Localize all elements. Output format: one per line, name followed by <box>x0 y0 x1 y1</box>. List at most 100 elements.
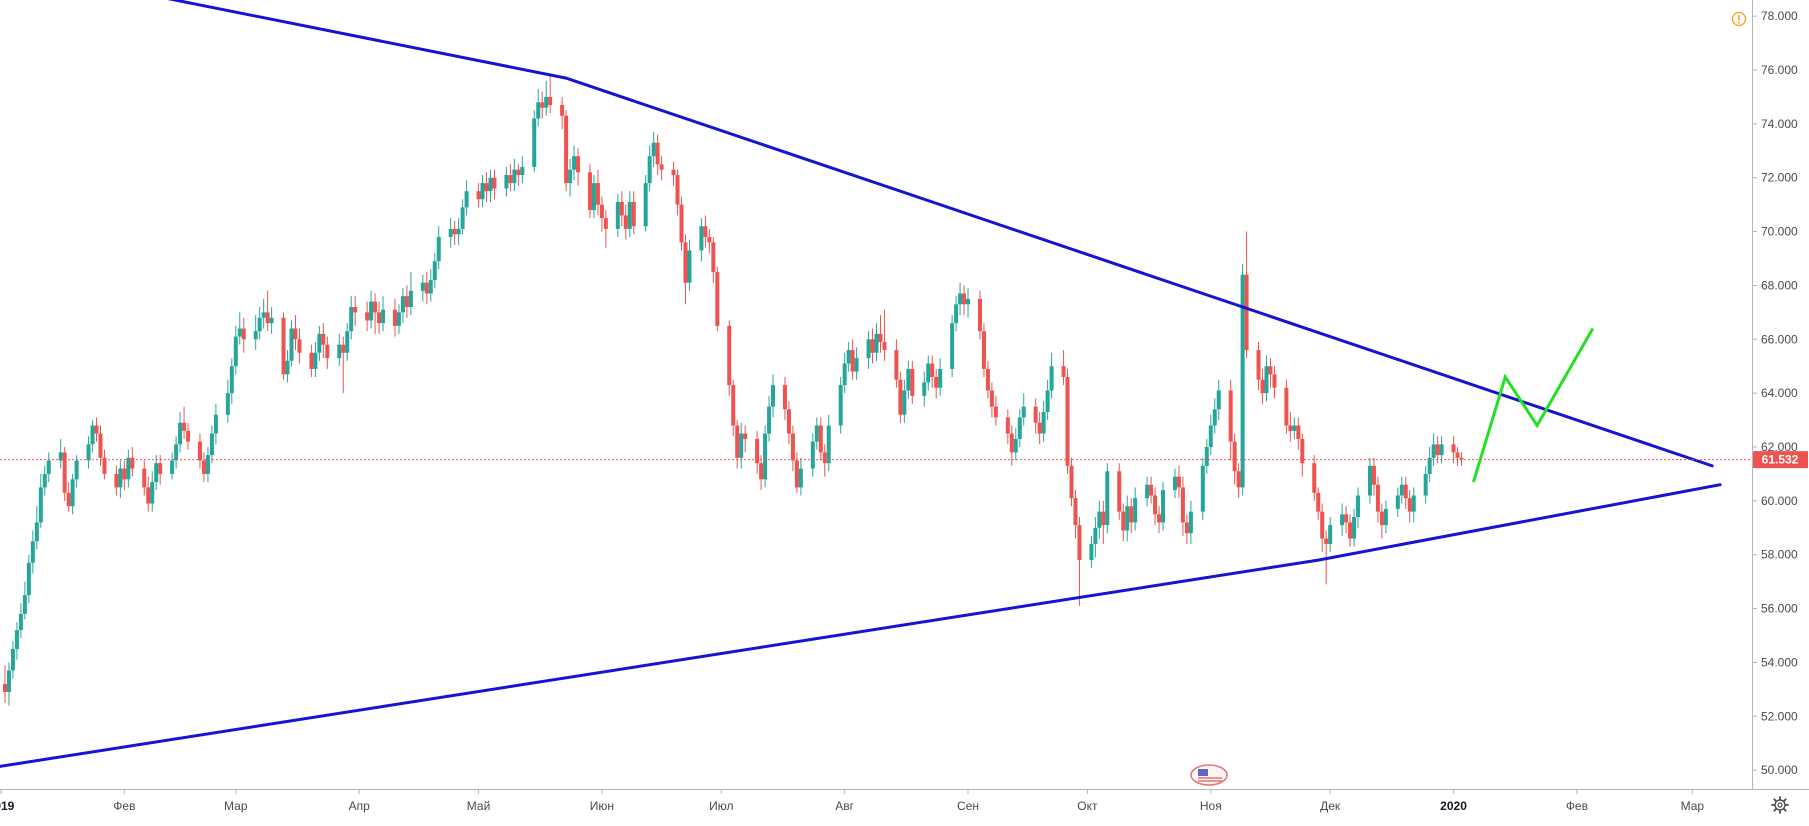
candle-body[interactable] <box>1093 527 1098 544</box>
candle-body[interactable] <box>786 409 791 434</box>
candle-body[interactable] <box>910 368 915 396</box>
candle-body[interactable] <box>1077 525 1082 561</box>
candle-body[interactable] <box>341 344 346 353</box>
candle-body[interactable] <box>130 457 135 469</box>
candle-body[interactable] <box>1228 390 1233 442</box>
candle-body[interactable] <box>966 298 971 305</box>
candle-body[interactable] <box>1117 471 1122 512</box>
candle-body[interactable] <box>866 339 871 359</box>
candle-body[interactable] <box>520 166 525 176</box>
candle-body[interactable] <box>587 172 592 211</box>
candle-body[interactable] <box>6 670 11 693</box>
candle-body[interactable] <box>1244 274 1249 351</box>
candle-body[interactable] <box>798 468 803 488</box>
candle-body[interactable] <box>1411 495 1416 512</box>
candle-body[interactable] <box>818 425 823 453</box>
candle-body[interactable] <box>711 242 716 272</box>
candle-body[interactable] <box>675 175 680 205</box>
candle-body[interactable] <box>476 191 481 200</box>
candle-body[interactable] <box>321 333 326 345</box>
candle-body[interactable] <box>739 433 744 458</box>
candle-body[interactable] <box>993 406 998 418</box>
candle-body[interactable] <box>118 468 123 488</box>
candle-body[interactable] <box>715 271 720 326</box>
candle-body[interactable] <box>647 156 652 184</box>
candle-body[interactable] <box>1399 484 1404 496</box>
candle-body[interactable] <box>170 460 175 474</box>
candle-body[interactable] <box>1340 514 1345 526</box>
candle-body[interactable] <box>400 296 405 313</box>
candle-body[interactable] <box>1316 492 1321 512</box>
candle-body[interactable] <box>1407 498 1412 512</box>
candle-body[interactable] <box>922 382 927 396</box>
candle-body[interactable] <box>934 376 939 388</box>
candle-body[interactable] <box>30 541 35 563</box>
candle-body[interactable] <box>1153 495 1158 515</box>
candle-body[interactable] <box>1451 444 1456 453</box>
candle-body[interactable] <box>882 341 887 351</box>
candle-body[interactable] <box>186 430 191 442</box>
candle-body[interactable] <box>1101 511 1106 526</box>
candle-body[interactable] <box>1312 463 1317 493</box>
candle-body[interactable] <box>293 328 298 340</box>
candle-body[interactable] <box>1320 511 1325 539</box>
candle-body[interactable] <box>1272 374 1277 388</box>
candle-body[interactable] <box>1344 514 1349 523</box>
candle-body[interactable] <box>484 183 489 192</box>
candle-body[interactable] <box>62 452 67 493</box>
candle-body[interactable] <box>508 175 513 184</box>
candle-body[interactable] <box>536 102 541 119</box>
candle-body[interactable] <box>126 457 131 480</box>
candle-body[interactable] <box>595 183 600 205</box>
candle-body[interactable] <box>874 333 879 353</box>
candle-body[interactable] <box>154 463 159 483</box>
candle-body[interactable] <box>854 358 859 372</box>
candle-body[interactable] <box>755 438 760 464</box>
candle-body[interactable] <box>548 96 553 106</box>
candle-body[interactable] <box>349 306 354 332</box>
candle-body[interactable] <box>771 385 776 407</box>
event-flag-icon[interactable] <box>1190 764 1228 786</box>
candle-body[interactable] <box>1375 484 1380 512</box>
candle-body[interactable] <box>1089 543 1094 561</box>
candle-body[interactable] <box>114 473 119 488</box>
candle-body[interactable] <box>122 468 127 480</box>
candle-body[interactable] <box>1455 452 1460 458</box>
candle-body[interactable] <box>1208 425 1213 448</box>
candle-body[interactable] <box>70 479 75 507</box>
candle-body[interactable] <box>1367 465 1372 496</box>
candle-body[interactable] <box>1288 425 1293 431</box>
candle-body[interactable] <box>838 385 843 426</box>
candle-body[interactable] <box>1324 538 1329 544</box>
candle-body[interactable] <box>1161 490 1166 523</box>
candle-body[interactable] <box>651 142 656 157</box>
candle-body[interactable] <box>926 363 931 383</box>
candle-body[interactable] <box>174 444 179 461</box>
candle-body[interactable] <box>436 236 441 262</box>
candle-body[interactable] <box>1383 508 1388 526</box>
candle-body[interactable] <box>178 422 183 445</box>
candle-body[interactable] <box>655 142 660 165</box>
candle-body[interactable] <box>213 414 218 434</box>
candle-body[interactable] <box>1431 444 1436 458</box>
candle-body[interactable] <box>814 425 819 442</box>
candle-body[interactable] <box>532 118 537 167</box>
candle-body[interactable] <box>1045 390 1050 413</box>
candle-body[interactable] <box>958 293 963 305</box>
candle-body[interactable] <box>954 304 959 324</box>
time-axis[interactable]: 2019 Фев Мар Апр Май Июн Июл Авг Сен Окт Ноя Дек 202… <box>0 789 1704 813</box>
candle-body[interactable] <box>404 296 409 307</box>
candle-body[interactable] <box>1232 441 1237 472</box>
candle-body[interactable] <box>448 228 453 237</box>
candle-body[interactable] <box>950 323 955 369</box>
candle-body[interactable] <box>631 201 636 227</box>
candle-body[interactable] <box>540 102 545 108</box>
candle-body[interactable] <box>1013 438 1018 453</box>
candle-body[interactable] <box>938 368 943 388</box>
candle-body[interactable] <box>842 363 847 386</box>
candle-body[interactable] <box>1300 438 1305 464</box>
candle-body[interactable] <box>731 385 736 426</box>
candle-body[interactable] <box>86 444 91 461</box>
candle-body[interactable] <box>1268 366 1273 375</box>
